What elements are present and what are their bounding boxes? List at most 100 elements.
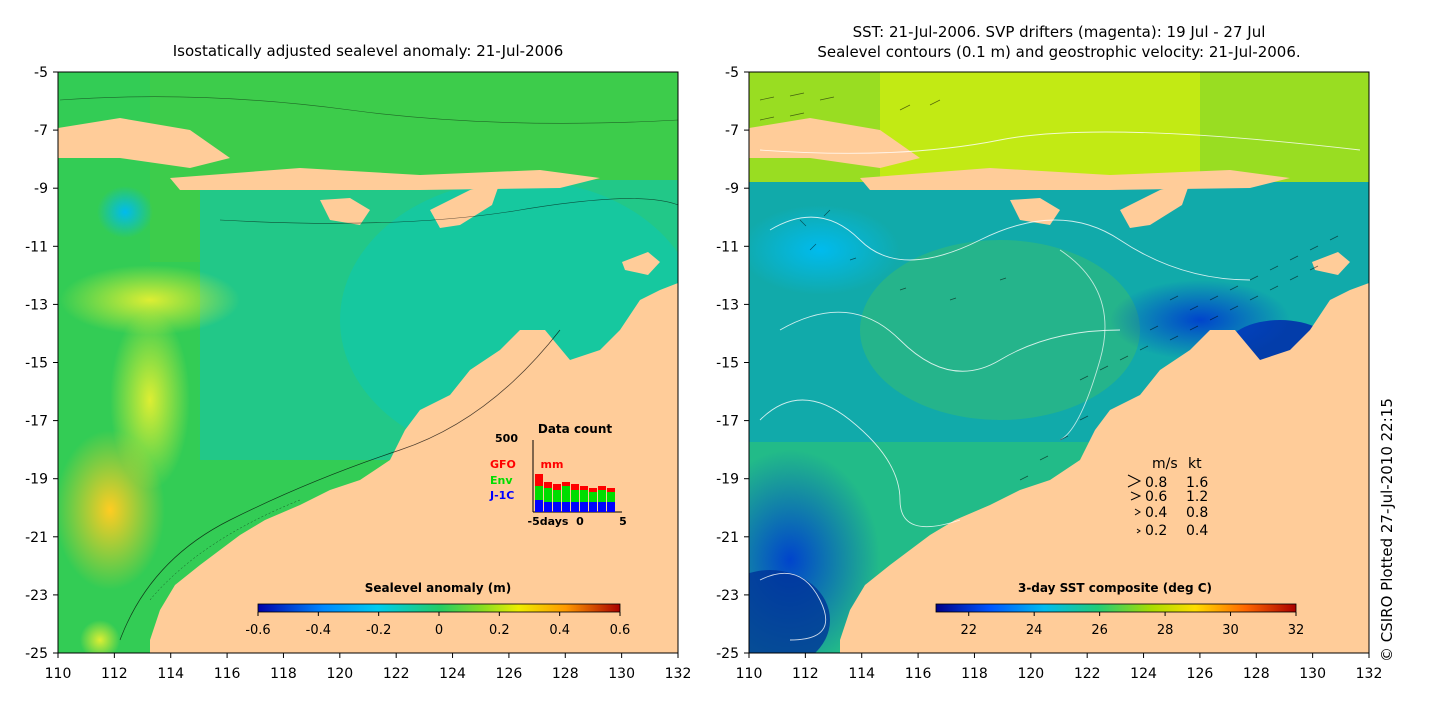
sst-colorbar-tick-label: 22 <box>960 623 977 638</box>
sla-colorbar-tick-label: 0.2 <box>489 623 510 638</box>
sst-y-tick-label: -21 <box>716 530 739 546</box>
sla-colorbar-tick-label: -0.2 <box>366 623 391 638</box>
sst-y-tick-label: -9 <box>725 181 739 197</box>
inset-series-env: Env <box>490 474 513 487</box>
sla-x-tick-label: 118 <box>270 666 297 682</box>
sst-map-title-line2: Sealevel contours (0.1 m) and geostrophi… <box>817 43 1300 61</box>
sst-y-tick-label: -23 <box>716 588 739 604</box>
sst-colorbar-tick-label: 26 <box>1091 623 1108 638</box>
sla-colorbar-tick-label: -0.6 <box>245 623 270 638</box>
sla-x-tick-label: 112 <box>101 666 128 682</box>
sst-x-tick-label: 128 <box>1243 666 1270 682</box>
sst-map-field <box>749 72 1369 653</box>
sst-x-tick-label: 124 <box>1130 666 1157 682</box>
sla-y-tick-label: -13 <box>25 297 48 313</box>
velocity-row-3-ms: 0.4 <box>1145 505 1167 521</box>
sst-x-tick-label: 126 <box>1187 666 1214 682</box>
sst-y-tick-label: -19 <box>716 472 739 488</box>
sla-y-axis: -5 -7 -9 -11 -13 -15 -17 -19 -21 -23 -25 <box>25 65 58 662</box>
sla-x-tick-label: 114 <box>157 666 184 682</box>
sst-y-tick-label: -17 <box>716 414 739 430</box>
data-count-inset: Data count 500 mm GFO Env J-1C <box>489 422 627 528</box>
sst-colorbar-tick-label: 30 <box>1222 623 1239 638</box>
sla-x-tick-label: 122 <box>383 666 410 682</box>
sst-x-tick-label: 118 <box>961 666 988 682</box>
sla-colorbar-label: Sealevel anomaly (m) <box>365 581 511 595</box>
inset-unit: mm <box>541 458 564 471</box>
sla-y-tick-label: -23 <box>25 588 48 604</box>
inset-title: Data count <box>538 422 613 436</box>
velocity-header-ms: m/s <box>1152 456 1178 472</box>
sla-y-tick-label: -9 <box>34 181 48 197</box>
sst-y-tick-label: -11 <box>716 239 739 255</box>
sla-x-tick-label: 124 <box>439 666 466 682</box>
inset-x-label-start: -5days <box>528 515 569 528</box>
inset-x-label-end: 5 <box>619 515 627 528</box>
sla-x-tick-label: 128 <box>552 666 579 682</box>
sla-y-tick-label: -15 <box>25 356 48 372</box>
sst-colorbar-label: 3-day SST composite (deg C) <box>1018 581 1212 595</box>
inset-y-tick: 500 <box>495 432 518 445</box>
sla-y-tick-label: -25 <box>25 646 48 662</box>
sla-y-tick-label: -11 <box>25 239 48 255</box>
sla-y-tick-label: -19 <box>25 472 48 488</box>
inset-x-label-zero: 0 <box>576 515 584 528</box>
sla-x-tick-label: 120 <box>326 666 353 682</box>
sla-colorbar-tick-label: 0.4 <box>549 623 570 638</box>
sst-map-title-line1: SST: 21-Jul-2006. SVP drifters (magenta)… <box>853 23 1266 41</box>
sla-map-title: Isostatically adjusted sealevel anomaly:… <box>173 42 564 60</box>
inset-series-gfo: GFO <box>490 458 516 471</box>
credit-text: © CSIRO Plotted 27-Jul-2010 22:15 <box>1378 398 1396 662</box>
velocity-row-1-kt: 1.6 <box>1186 475 1208 491</box>
velocity-row-2-kt: 1.2 <box>1186 489 1208 505</box>
velocity-arrow-icon <box>1130 491 1142 501</box>
velocity-arrow-icon <box>1134 508 1141 516</box>
sla-y-tick-label: -7 <box>34 123 48 139</box>
sla-map-field <box>58 72 678 653</box>
sst-x-tick-label: 114 <box>848 666 875 682</box>
sst-colorbar: 3-day SST composite (deg C) 22 24 26 28 30 32 <box>935 581 1305 638</box>
velocity-arrow-icon <box>1136 528 1141 534</box>
sla-map-panel: Isostatically adjusted sealevel anomaly:… <box>25 42 692 682</box>
sla-x-tick-label: 130 <box>608 666 635 682</box>
sla-x-tick-label: 126 <box>496 666 523 682</box>
sst-x-tick-label: 122 <box>1074 666 1101 682</box>
velocity-row-3-kt: 0.8 <box>1186 505 1208 521</box>
sst-y-axis: -5 -7 -9 -11 -13 -15 -17 -19 -21 -23 -25 <box>716 65 749 662</box>
sla-x-tick-label: 116 <box>214 666 241 682</box>
sst-colorbar-tick-label: 32 <box>1288 623 1305 638</box>
sla-colorbar: Sealevel anomaly (m) -0.6 -0.4 -0.2 0 0.2 0.4… <box>245 581 630 638</box>
sst-map-panel: SST: 21-Jul-2006. SVP drifters (magenta)… <box>716 23 1383 682</box>
sla-y-tick-label: -17 <box>25 414 48 430</box>
sst-y-tick-label: -5 <box>725 65 739 81</box>
velocity-row-2-ms: 0.6 <box>1145 489 1167 505</box>
sst-x-tick-label: 116 <box>905 666 932 682</box>
velocity-row-4-kt: 0.4 <box>1186 523 1208 539</box>
sla-y-tick-label: -5 <box>34 65 48 81</box>
sla-colorbar-tick-label: 0.6 <box>610 623 631 638</box>
sst-y-tick-label: -25 <box>716 646 739 662</box>
sla-y-tick-label: -21 <box>25 530 48 546</box>
sla-colorbar-tick-label: 0 <box>435 623 443 638</box>
sst-y-tick-label: -15 <box>716 356 739 372</box>
sst-x-tick-label: 132 <box>1356 666 1383 682</box>
sla-colorbar-tick-label: -0.4 <box>306 623 331 638</box>
sla-x-tick-label: 132 <box>665 666 692 682</box>
sst-y-tick-label: -13 <box>716 297 739 313</box>
sst-x-tick-label: 130 <box>1299 666 1326 682</box>
velocity-row-4-ms: 0.2 <box>1145 523 1167 539</box>
sst-y-tick-label: -7 <box>725 123 739 139</box>
sst-colorbar-tick-label: 28 <box>1157 623 1174 638</box>
velocity-arrow-icon <box>1127 474 1142 488</box>
inset-series-j1c: J-1C <box>489 489 514 502</box>
sst-colorbar-tick-label: 24 <box>1026 623 1043 638</box>
sst-x-tick-label: 110 <box>736 666 763 682</box>
velocity-legend: m/s kt 0.8 1.6 0.6 1.2 0.4 0.8 0.2 0.4 <box>1127 456 1208 539</box>
sst-x-tick-label: 120 <box>1017 666 1044 682</box>
sst-x-axis: 110 112 114 116 118 120 122 124 126 128 130 132 <box>736 653 1383 682</box>
velocity-header-kt: kt <box>1188 456 1202 472</box>
sla-x-axis: 110 112 114 116 118 120 122 124 126 128 130 132 <box>45 653 692 682</box>
sst-x-tick-label: 112 <box>792 666 819 682</box>
sla-x-tick-label: 110 <box>45 666 72 682</box>
velocity-row-1-ms: 0.8 <box>1145 475 1167 491</box>
